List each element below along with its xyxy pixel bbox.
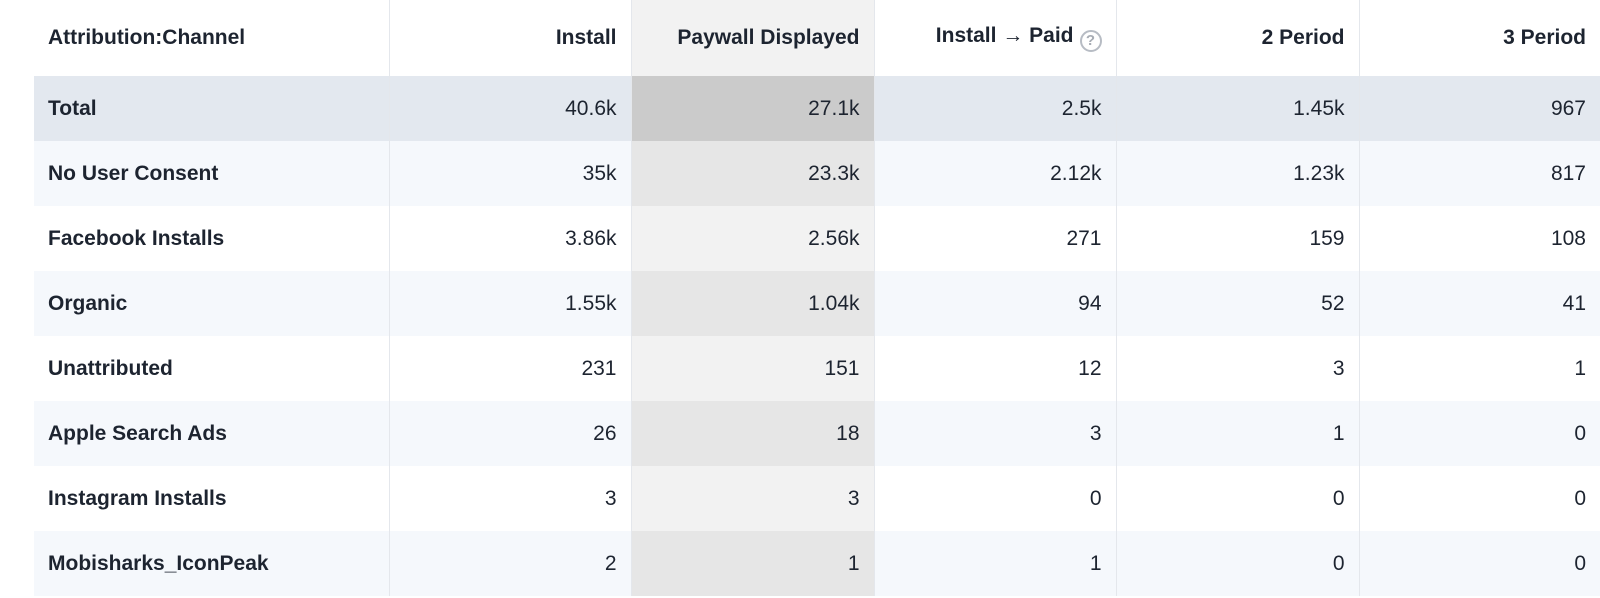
table-row[interactable]: Organic 1.55k 1.04k 94 52 41 bbox=[34, 271, 1600, 336]
cell-channel: Mobisharks_IconPeak bbox=[34, 531, 389, 596]
cell-3-period: 0 bbox=[1358, 401, 1600, 466]
cell-channel: Facebook Installs bbox=[34, 206, 389, 271]
column-header-install[interactable]: Install bbox=[388, 0, 631, 76]
cell-paywall-displayed: 3 bbox=[630, 466, 874, 531]
table-row[interactable]: Apple Search Ads 26 18 3 1 0 bbox=[34, 401, 1600, 466]
cell-channel: Unattributed bbox=[34, 336, 389, 401]
cell-paywall-displayed: 18 bbox=[630, 401, 874, 466]
column-header-install-to-paid-label: Install → Paid bbox=[935, 24, 1074, 47]
cell-2-period: 0 bbox=[1115, 531, 1359, 596]
cell-install: 3.86k bbox=[388, 206, 631, 271]
cell-channel: Apple Search Ads bbox=[34, 401, 389, 466]
cell-2-period: 52 bbox=[1115, 271, 1359, 336]
cell-install: 40.6k bbox=[388, 76, 631, 141]
cell-2-period: 1 bbox=[1115, 401, 1359, 466]
cell-2-period: 0 bbox=[1115, 466, 1359, 531]
cell-paywall-displayed: 1.04k bbox=[630, 271, 874, 336]
cell-install: 1.55k bbox=[388, 271, 631, 336]
table-header-row: Attribution:Channel Install Paywall Disp… bbox=[34, 0, 1600, 76]
cell-paywall-displayed: 151 bbox=[630, 336, 874, 401]
cell-install: 2 bbox=[388, 531, 631, 596]
cell-2-period: 1.45k bbox=[1115, 76, 1359, 141]
cell-channel: Instagram Installs bbox=[34, 466, 389, 531]
attribution-table-container: Attribution:Channel Install Paywall Disp… bbox=[34, 0, 1600, 598]
column-header-channel[interactable]: Attribution:Channel bbox=[34, 0, 389, 76]
cell-2-period: 159 bbox=[1115, 206, 1359, 271]
cell-install-to-paid: 2.5k bbox=[873, 76, 1116, 141]
column-header-install-to-paid[interactable]: Install → Paid? bbox=[873, 0, 1116, 76]
cell-install: 26 bbox=[388, 401, 631, 466]
cell-2-period: 1.23k bbox=[1115, 141, 1359, 206]
column-header-paywall-displayed[interactable]: Paywall Displayed bbox=[630, 0, 874, 76]
column-header-2-period[interactable]: 2 Period bbox=[1115, 0, 1359, 76]
cell-install-to-paid: 271 bbox=[873, 206, 1116, 271]
cell-3-period: 1 bbox=[1358, 336, 1600, 401]
cell-paywall-displayed: 27.1k bbox=[630, 76, 874, 141]
cell-install-to-paid: 12 bbox=[873, 336, 1116, 401]
question-circle-icon[interactable]: ? bbox=[1079, 30, 1102, 52]
cell-paywall-displayed: 2.56k bbox=[630, 206, 874, 271]
cell-3-period: 967 bbox=[1358, 76, 1600, 141]
cell-channel: Organic bbox=[34, 271, 389, 336]
cell-2-period: 3 bbox=[1115, 336, 1359, 401]
table-row[interactable]: Mobisharks_IconPeak 2 1 1 0 0 bbox=[34, 531, 1600, 596]
cell-install-to-paid: 1 bbox=[873, 531, 1116, 596]
cell-channel: Total bbox=[34, 76, 389, 141]
cell-install: 3 bbox=[388, 466, 631, 531]
cell-3-period: 0 bbox=[1358, 466, 1600, 531]
table-row[interactable]: No User Consent 35k 23.3k 2.12k 1.23k 81… bbox=[34, 141, 1600, 206]
attribution-table: Attribution:Channel Install Paywall Disp… bbox=[34, 0, 1600, 596]
cell-install-to-paid: 0 bbox=[873, 466, 1116, 531]
cell-3-period: 817 bbox=[1358, 141, 1600, 206]
cell-install-to-paid: 2.12k bbox=[873, 141, 1116, 206]
cell-channel: No User Consent bbox=[34, 141, 389, 206]
cell-3-period: 41 bbox=[1358, 271, 1600, 336]
column-header-3-period[interactable]: 3 Period bbox=[1358, 0, 1600, 76]
cell-install-to-paid: 3 bbox=[873, 401, 1116, 466]
table-row[interactable]: Unattributed 231 151 12 3 1 bbox=[34, 336, 1600, 401]
table-row[interactable]: Instagram Installs 3 3 0 0 0 bbox=[34, 466, 1600, 531]
table-row-total[interactable]: Total 40.6k 27.1k 2.5k 1.45k 967 bbox=[34, 76, 1600, 141]
cell-paywall-displayed: 1 bbox=[630, 531, 874, 596]
cell-install-to-paid: 94 bbox=[873, 271, 1116, 336]
table-row[interactable]: Facebook Installs 3.86k 2.56k 271 159 10… bbox=[34, 206, 1600, 271]
cell-3-period: 108 bbox=[1358, 206, 1600, 271]
cell-install: 35k bbox=[388, 141, 631, 206]
cell-paywall-displayed: 23.3k bbox=[630, 141, 874, 206]
cell-install: 231 bbox=[388, 336, 631, 401]
cell-3-period: 0 bbox=[1358, 531, 1600, 596]
